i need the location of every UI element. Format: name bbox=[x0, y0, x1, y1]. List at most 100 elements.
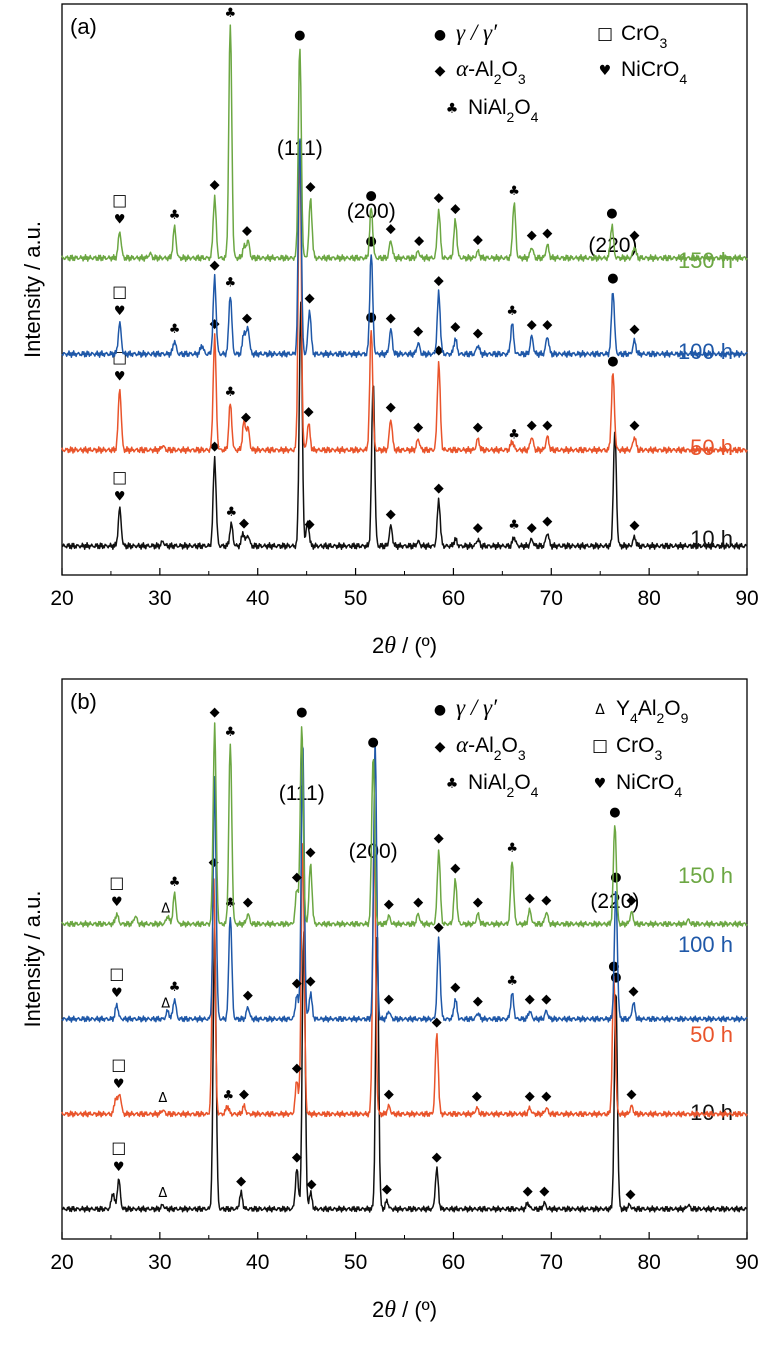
peak-marker-alumina: ◆ bbox=[525, 891, 535, 906]
series-line-100h bbox=[61, 738, 748, 1023]
subscript: 2 bbox=[494, 71, 502, 87]
legend-symbol-alumina: ◆ bbox=[435, 63, 446, 79]
peak-marker-alumina: ◆ bbox=[541, 992, 551, 1007]
peak-marker-spinel: ♣ bbox=[224, 276, 236, 291]
legend-label: γ / γ′ bbox=[456, 20, 498, 45]
text-run: CrO bbox=[616, 734, 655, 757]
legend-symbol-alumina: ◆ bbox=[435, 739, 446, 755]
peak-marker-alumina: ◆ bbox=[523, 1184, 533, 1199]
peak-marker-spinel: ♣ bbox=[223, 1089, 235, 1104]
legend-label: NiAl2O4 bbox=[468, 771, 539, 800]
peak-marker-yag: Δ bbox=[158, 1186, 167, 1201]
peak-marker-yag: Δ bbox=[158, 1091, 167, 1106]
text-run: O bbox=[514, 771, 530, 794]
peak-marker-alumina: ◆ bbox=[292, 1150, 302, 1165]
peak-marker-alumina: ◆ bbox=[386, 311, 396, 326]
peak-marker-alumina: ◆ bbox=[472, 1089, 482, 1104]
peak-marker-alumina: ◆ bbox=[242, 311, 252, 326]
text-run: O bbox=[502, 734, 518, 757]
peak-marker-alumina: ◆ bbox=[629, 418, 639, 433]
peak-marker-alumina: ◆ bbox=[306, 180, 316, 195]
text-run: NiCrO bbox=[621, 58, 679, 81]
peak-marker-alumina: ◆ bbox=[432, 1150, 442, 1165]
legend-symbol-gamma: ● bbox=[434, 27, 446, 43]
peak-marker-nicro4: ♥ bbox=[114, 304, 126, 319]
legend-label: α-Al2O3 bbox=[456, 56, 526, 87]
text-run: -Al bbox=[468, 58, 494, 81]
x-tick-label: 80 bbox=[637, 587, 660, 610]
peak-marker-alumina: ◆ bbox=[413, 420, 423, 435]
peak-marker-gamma: ● bbox=[366, 188, 377, 203]
text-run: NiAl bbox=[468, 771, 507, 794]
peak-marker-cro3: □ bbox=[112, 347, 127, 366]
subscript: 3 bbox=[518, 71, 526, 87]
peak-marker-alumina: ◆ bbox=[473, 895, 483, 910]
x-tick-label: 90 bbox=[735, 1251, 758, 1274]
peak-marker-spinel: ♣ bbox=[169, 875, 181, 890]
peak-marker-alumina: ◆ bbox=[473, 420, 483, 435]
peak-marker-nicro4: ♥ bbox=[114, 369, 126, 384]
text-run: O bbox=[502, 58, 518, 81]
x-tick-label: 50 bbox=[344, 587, 367, 610]
peak-marker-alumina: ◆ bbox=[386, 507, 396, 522]
peak-marker-alumina: ◆ bbox=[473, 994, 483, 1009]
text-run: CrO bbox=[621, 22, 660, 45]
x-tick-label: 50 bbox=[344, 1251, 367, 1274]
peak-marker-spinel: ♣ bbox=[506, 841, 518, 856]
peak-marker-spinel: ♣ bbox=[224, 385, 236, 400]
legend-label: NiCrO4 bbox=[621, 58, 687, 87]
peak-marker-alumina: ◆ bbox=[210, 439, 220, 454]
legend-symbol-gamma: ● bbox=[434, 702, 446, 718]
series-label: 150 h bbox=[678, 863, 733, 888]
peak-marker-gamma: ● bbox=[294, 28, 305, 43]
peak-marker-alumina: ◆ bbox=[304, 405, 314, 420]
peak-marker-cro3: □ bbox=[111, 1138, 126, 1157]
peak-marker-spinel: ♣ bbox=[506, 974, 518, 989]
peak-marker-spinel: ♣ bbox=[224, 725, 236, 740]
text-run: Al bbox=[638, 697, 657, 720]
x-label-suffix: / (º) bbox=[396, 1297, 437, 1322]
peak-marker-alumina: ◆ bbox=[386, 400, 396, 415]
series-line-100h bbox=[61, 138, 748, 359]
series-label: 50 h bbox=[690, 435, 733, 460]
x-axis-label: 2θ / (º) bbox=[372, 1297, 437, 1323]
peak-marker-alumina: ◆ bbox=[527, 418, 537, 433]
peak-marker-spinel: ♣ bbox=[508, 184, 520, 199]
peak-marker-alumina: ◆ bbox=[414, 234, 424, 249]
peak-marker-gamma: ● bbox=[610, 970, 621, 985]
peak-marker-alumina: ◆ bbox=[236, 1174, 246, 1189]
peak-marker-alumina: ◆ bbox=[627, 1087, 637, 1102]
peak-marker-alumina: ◆ bbox=[541, 1089, 551, 1104]
legend-label: α-Al2O3 bbox=[456, 732, 526, 763]
peak-marker-alumina: ◆ bbox=[210, 317, 220, 332]
peak-marker-spinel: ♣ bbox=[169, 322, 181, 337]
subscript: 4 bbox=[630, 710, 638, 726]
peak-marker-gamma: ● bbox=[366, 234, 377, 249]
x-label-theta: θ bbox=[384, 633, 396, 659]
peak-marker-alumina: ◆ bbox=[629, 228, 639, 243]
peak-marker-alumina: ◆ bbox=[382, 1182, 392, 1197]
peak-marker-gamma: ● bbox=[607, 271, 618, 286]
x-tick-label: 40 bbox=[246, 1251, 269, 1274]
peak-marker-alumina: ◆ bbox=[241, 410, 251, 425]
peak-marker-alumina: ◆ bbox=[210, 258, 220, 273]
peak-marker-alumina: ◆ bbox=[473, 520, 483, 535]
y-axis-label: Intensity / a.u. bbox=[20, 891, 45, 1028]
legend-label: CrO3 bbox=[616, 734, 663, 763]
legend-symbol-cro3: □ bbox=[592, 736, 608, 756]
text-run: NiAl bbox=[468, 96, 507, 119]
peak-marker-alumina: ◆ bbox=[413, 324, 423, 339]
series-line-10h bbox=[61, 301, 748, 551]
peak-marker-alumina: ◆ bbox=[542, 317, 552, 332]
peak-marker-yag: Δ bbox=[161, 997, 170, 1012]
peak-marker-alumina: ◆ bbox=[384, 1087, 394, 1102]
peak-marker-gamma: ● bbox=[366, 310, 377, 325]
x-tick-label: 30 bbox=[148, 587, 171, 610]
peak-marker-alumina: ◆ bbox=[542, 514, 552, 529]
x-tick-label: 80 bbox=[637, 1251, 660, 1274]
x-tick-label: 20 bbox=[50, 587, 73, 610]
peak-marker-alumina: ◆ bbox=[292, 976, 302, 991]
peak-marker-gamma: ● bbox=[368, 735, 379, 750]
